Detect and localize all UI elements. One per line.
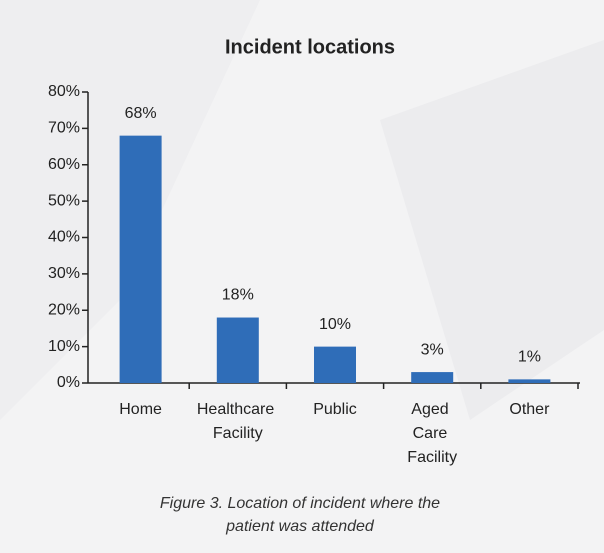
- y-tick-label: 80%: [48, 83, 80, 100]
- y-tick-label: 50%: [48, 192, 80, 209]
- caption: Figure 3. Location of incident where the…: [159, 495, 441, 535]
- y-tick-label: 30%: [48, 265, 80, 282]
- bar: [411, 372, 454, 383]
- bar: [119, 135, 162, 383]
- value-label: 68%: [125, 105, 157, 122]
- value-label: 18%: [222, 287, 254, 304]
- bar: [216, 317, 259, 383]
- y-tick-label: 60%: [48, 156, 80, 173]
- y-tick-label: 0%: [57, 374, 80, 391]
- x-tick-label: Home: [119, 401, 162, 418]
- value-label: 1%: [518, 349, 541, 366]
- y-tick-label: 70%: [48, 120, 80, 137]
- value-label: 10%: [319, 316, 351, 333]
- bar: [508, 379, 551, 383]
- x-tick-label: Public: [313, 401, 357, 418]
- background-shape: [380, 40, 604, 420]
- y-tick-label: 40%: [48, 229, 80, 246]
- bar: [314, 346, 356, 383]
- x-tick-label: Aged Care Facility: [407, 401, 457, 466]
- value-label: 3%: [421, 341, 444, 358]
- y-tick-label: 20%: [48, 301, 80, 318]
- x-tick-label: Healthcare Facility: [197, 401, 279, 442]
- x-tick-label: Other: [509, 401, 550, 418]
- chart: Incident locations 0% 10% 20% 30% 40% 50% 60% 7…: [47, 36, 604, 467]
- chart-title: Incident locations: [225, 36, 395, 58]
- y-tick-label: 10%: [48, 338, 80, 355]
